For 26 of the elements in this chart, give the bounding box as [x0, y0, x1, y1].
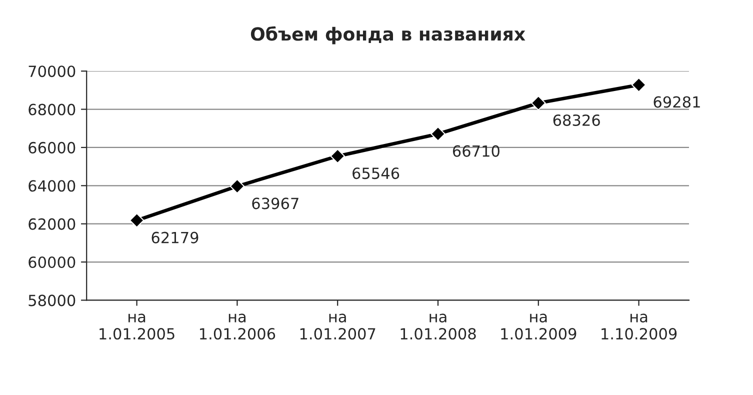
data-label: 68326 [553, 114, 600, 126]
point [430, 126, 446, 142]
point [531, 96, 546, 110]
y-tick-label: 64000 [28, 180, 76, 192]
x-tick-label: на 1.01.2009 [501, 314, 576, 340]
chart-title: Объем фонда в названиях [250, 26, 526, 44]
x-tick-label: на 1.10.2009 [602, 314, 677, 340]
data-label: 66710 [452, 145, 500, 157]
point [230, 178, 245, 194]
point [631, 77, 646, 92]
x-tick-label: на 1.01.2005 [100, 314, 174, 340]
y-tick-label: 68000 [28, 104, 76, 116]
data-label: 63967 [252, 198, 298, 210]
y-tick-label: 66000 [28, 142, 76, 154]
y-tick-label: 70000 [28, 66, 76, 78]
y-tick-label: 60000 [28, 256, 76, 268]
x-tick-label: на 1.01.2008 [400, 314, 476, 340]
data-label: 65546 [352, 168, 400, 180]
data-label: 69281 [654, 96, 700, 108]
point [129, 213, 144, 228]
data-label: 62179 [152, 232, 198, 244]
y-tick-label: 62000 [28, 218, 76, 230]
x-tick-label: на 1.01.2006 [200, 314, 276, 340]
y-tick-label: 58000 [28, 294, 76, 306]
point [330, 148, 345, 164]
x-tick-label: на 1.01.2007 [300, 314, 376, 340]
